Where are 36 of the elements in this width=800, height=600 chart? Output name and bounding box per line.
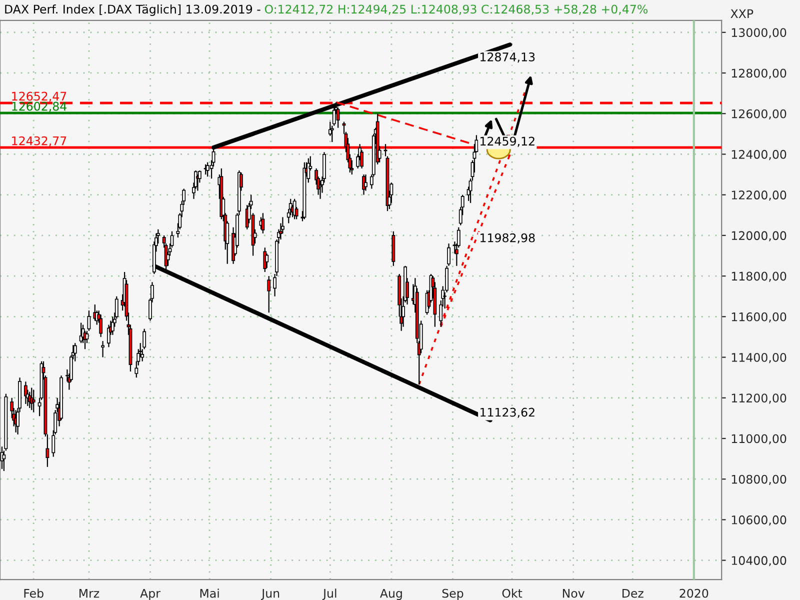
x-tick-label: Mrz [80,588,100,598]
y-tick-label: 11600,00 [732,312,786,323]
chart-title: DAX Perf. Index [.DAX Täglich] 13.09.2019 - [5,4,260,16]
y-axis-title: XXP [730,9,754,18]
y-tick-label: 12400,00 [732,150,786,160]
annotation: 12874,13 [480,52,535,63]
ref-line-label: 12432,77 [12,136,66,146]
x-tick-label: Mai [200,588,219,598]
y-tick-label: 10600,00 [732,515,786,526]
y-tick-label: 13000,00 [732,28,786,38]
y-tick-label: 10400,00 [732,556,786,566]
annotation: 12459,12 [480,136,534,147]
y-tick-label: 11200,00 [732,394,786,404]
x-tick-label: Sep [442,588,464,600]
x-tick-label: Aug [380,588,402,600]
y-tick-label: 10800,00 [732,474,786,485]
x-tick-label: Okt [502,588,522,598]
x-tick-label: 2020 [680,588,708,598]
y-tick-label: 11000,00 [732,434,786,444]
annotation: 11123,62 [480,408,534,418]
ref-line-label: 12652,47 [12,92,66,102]
ref-line-label: 12602,84 [12,102,66,112]
y-tick-label: 11400,00 [732,352,786,364]
x-tick-label: Jun [261,588,280,600]
x-tick-label: Jul [322,588,336,600]
x-tick-label: Feb [24,588,44,598]
x-tick-label: Apr [140,588,160,600]
y-tick-label: 12200,00 [732,190,786,201]
y-tick-label: 12600,00 [732,109,786,120]
y-tick-label: 11800,00 [732,272,786,282]
y-tick-label: 12000,00 [732,231,786,242]
y-tick-label: 12800,00 [732,68,786,79]
annotation: 11982,98 [480,233,535,244]
x-tick-label: Dez [622,588,644,598]
chart-subtitle: O:12412,72 H:12494,25 L:12408,93 C:12468,53 +58,28 +0,47% [264,4,648,15]
x-tick-label: Nov [562,588,584,598]
